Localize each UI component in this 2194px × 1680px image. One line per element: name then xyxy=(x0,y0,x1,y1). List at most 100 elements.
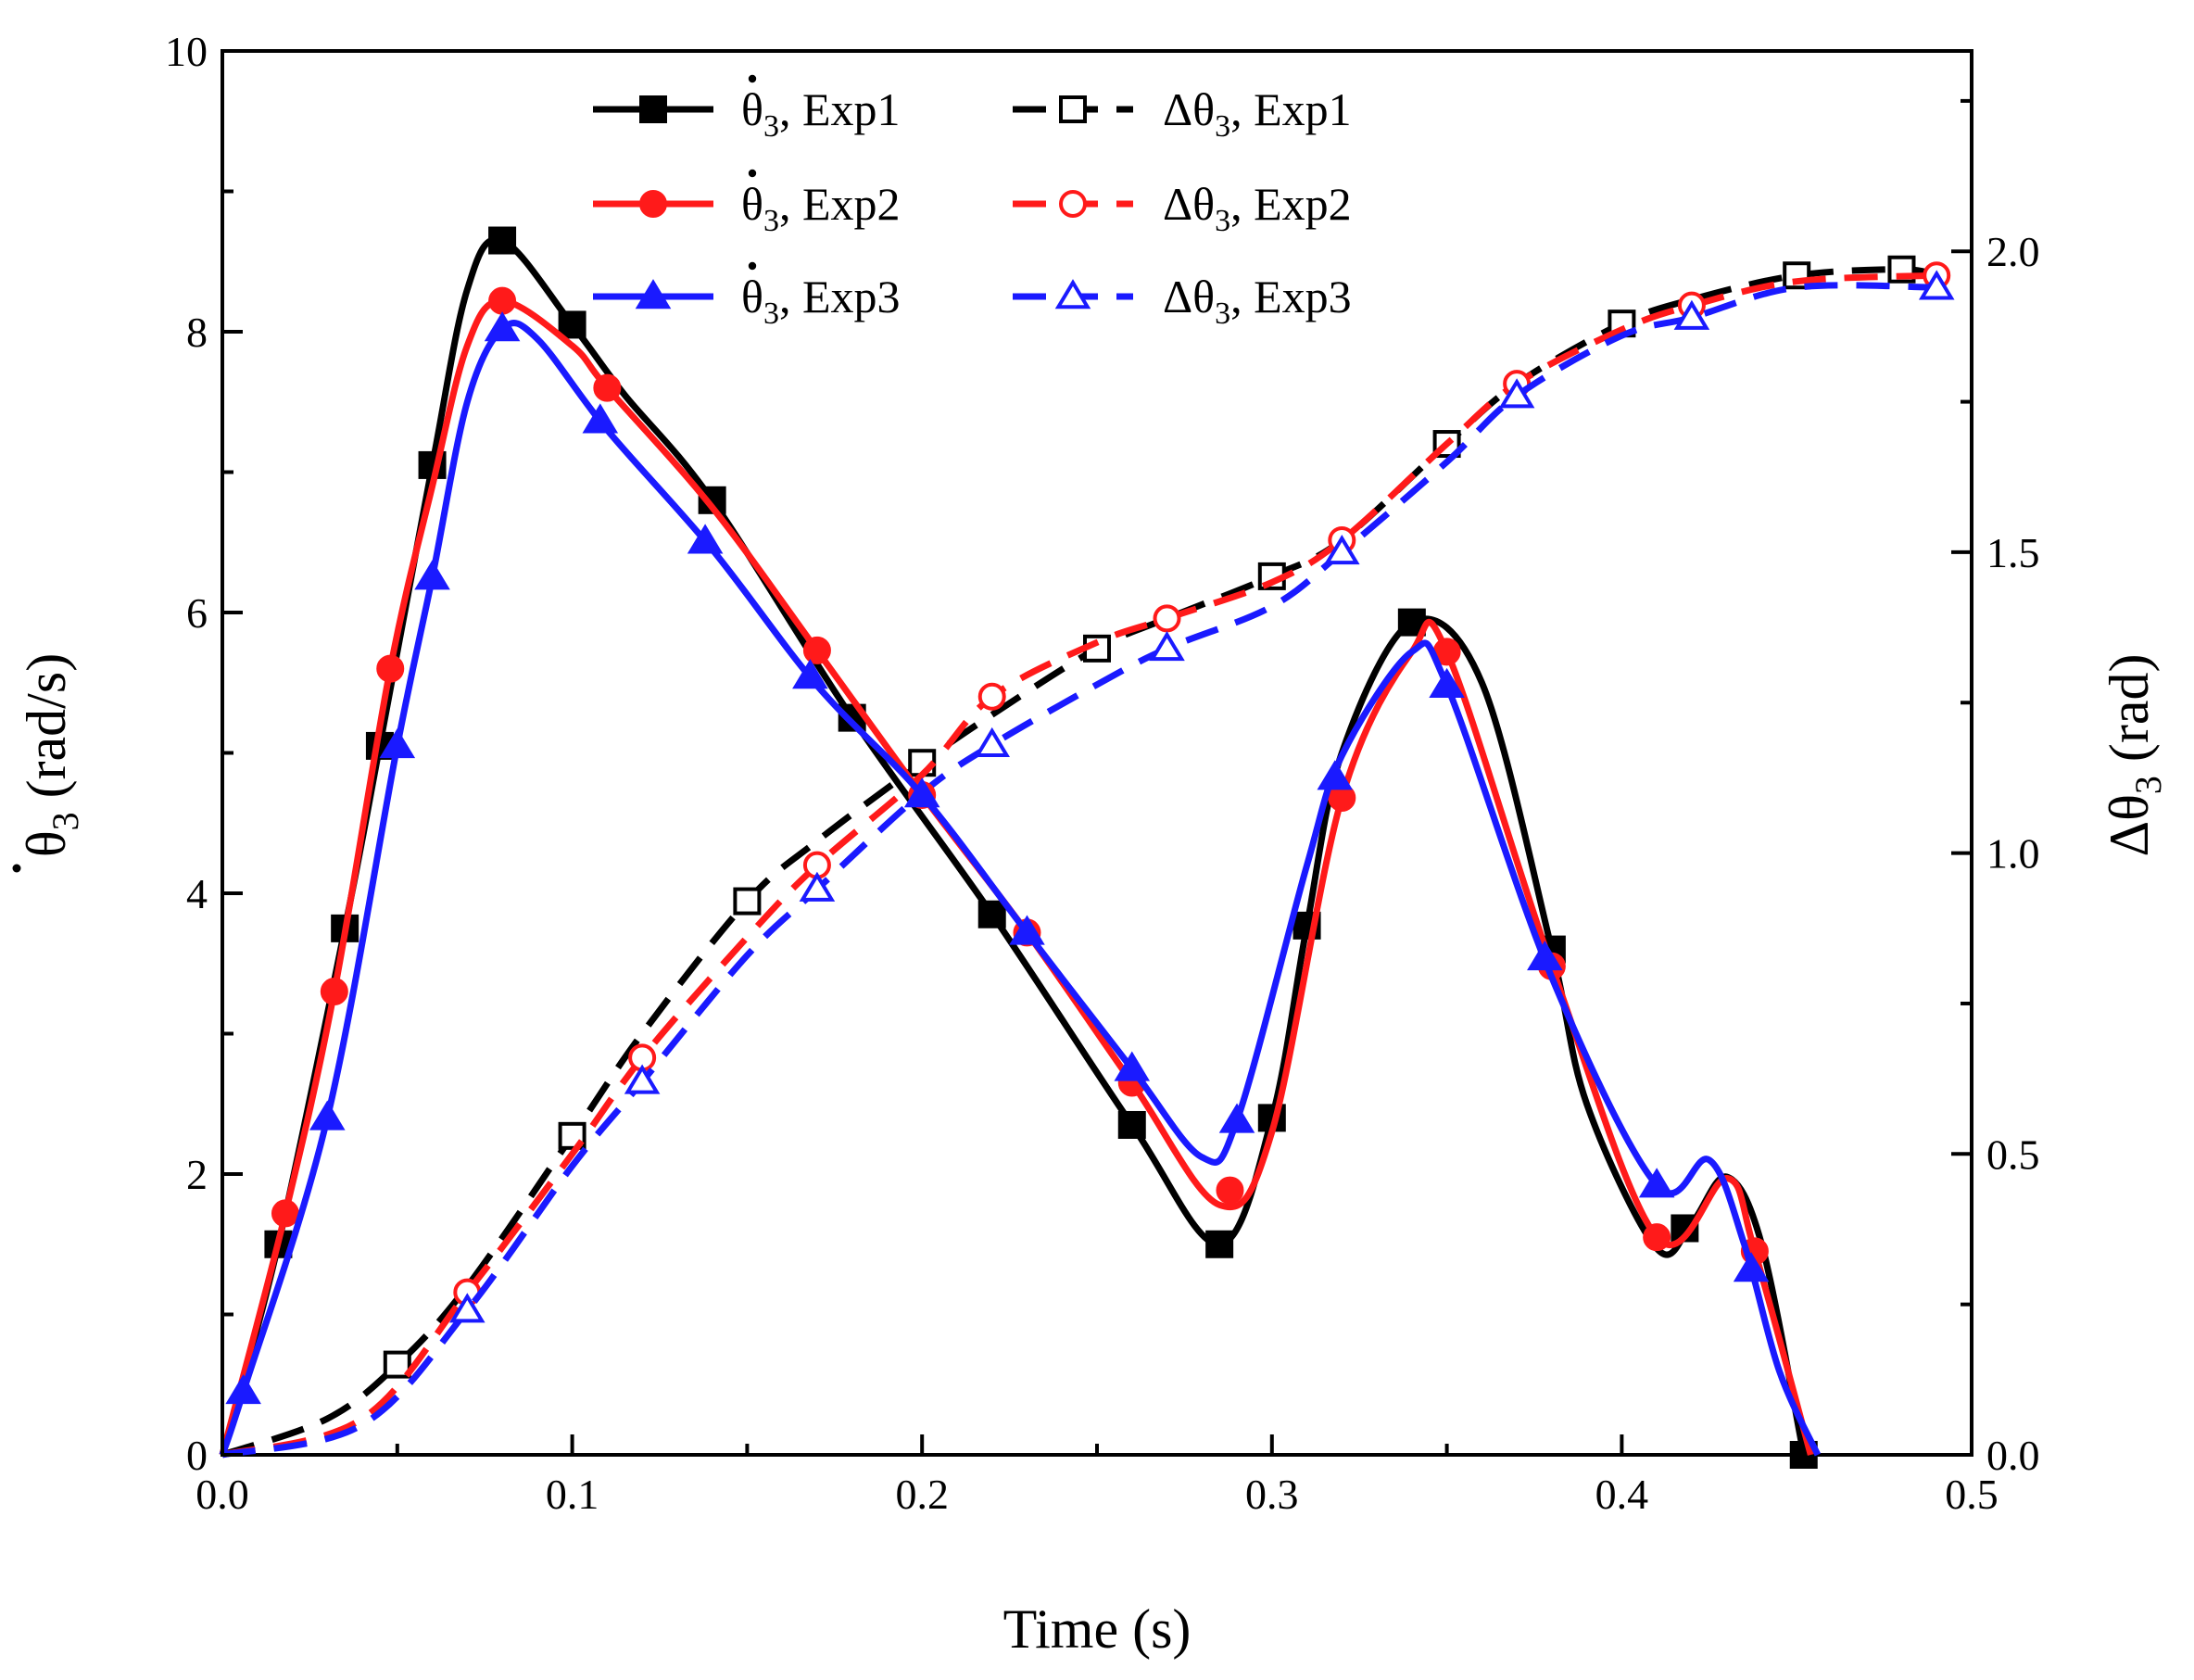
data-point xyxy=(1918,270,1955,300)
legend-label: θ3, Exp2 xyxy=(741,178,901,238)
series-line xyxy=(221,266,1938,1459)
legend-label-symbol: θ xyxy=(741,83,763,135)
legend-item-delta-exp1: Δθ3, Exp1 xyxy=(1013,83,1352,144)
y-right-unit: (rad) xyxy=(2099,654,2160,777)
legend-label: Δθ3, Exp1 xyxy=(1163,83,1352,144)
data-point xyxy=(733,887,762,916)
data-point xyxy=(488,226,517,255)
legend-marker xyxy=(1059,95,1087,123)
legend-item-delta-exp3: Δθ3, Exp3 xyxy=(1013,271,1352,331)
data-point xyxy=(974,726,1011,757)
series-delta-exp3 xyxy=(221,270,1955,1459)
x-tick-label: 0.1 xyxy=(546,1471,599,1518)
data-point xyxy=(1887,255,1916,284)
legend-label-symbol: Δθ xyxy=(1163,178,1215,230)
legend-label-subscript: 3 xyxy=(763,297,779,331)
data-point xyxy=(376,654,405,683)
svg-text:θ3 (rad/s): θ3 (rad/s) xyxy=(16,653,86,857)
x-tick-label: 0.5 xyxy=(1945,1471,1999,1518)
data-point xyxy=(271,1199,299,1228)
legend-label-suffix: , Exp2 xyxy=(779,178,901,230)
y-left-axis-title: θ3 (rad/s) xyxy=(12,653,86,873)
y-left-unit: (rad/s) xyxy=(16,653,77,813)
data-point xyxy=(309,1100,346,1131)
legend-label-subscript: 3 xyxy=(763,204,779,238)
legend-label-subscript: 3 xyxy=(1215,109,1230,144)
data-point xyxy=(792,659,828,689)
data-point xyxy=(225,1373,261,1405)
legend-label: θ3, Exp1 xyxy=(741,83,901,144)
y-left-tick-label: 10 xyxy=(165,28,208,75)
data-point xyxy=(449,1293,485,1323)
legend-label-suffix: , Exp1 xyxy=(1230,83,1352,135)
legend-label-subscript: 3 xyxy=(1215,297,1230,331)
legend-dot xyxy=(748,169,757,178)
data-point xyxy=(1114,1051,1151,1081)
legend-label: Δθ3, Exp2 xyxy=(1163,178,1352,238)
x-tick-label: 0.2 xyxy=(895,1471,949,1518)
y-right-tick-label: 0.5 xyxy=(1986,1131,2040,1178)
legend-item-rate-exp1: θ3, Exp1 xyxy=(593,74,901,144)
data-point xyxy=(1153,604,1181,633)
data-point xyxy=(582,403,619,434)
legend-label-suffix: , Exp2 xyxy=(1230,178,1352,230)
legend-marker xyxy=(639,95,667,123)
legend-marker xyxy=(1054,279,1091,309)
data-point xyxy=(558,310,586,339)
legend-label-subscript: 3 xyxy=(763,109,779,144)
y-left-symbol: θ xyxy=(16,830,77,857)
x-tick-label: 0.0 xyxy=(195,1471,249,1518)
data-point xyxy=(1317,760,1354,790)
data-point xyxy=(488,286,517,315)
x-axis-title: Time (s) xyxy=(1003,1598,1192,1660)
y-right-axis-title: Δθ3 (rad) xyxy=(2099,654,2169,857)
legend-dot xyxy=(748,261,757,271)
data-point xyxy=(1324,535,1360,565)
legend-label-symbol: θ xyxy=(741,178,763,230)
y-left-subscript: 3 xyxy=(44,812,86,830)
data-point xyxy=(1527,941,1563,971)
y-right-tick-label: 1.5 xyxy=(1986,529,2040,576)
data-point xyxy=(1643,1223,1671,1252)
data-point xyxy=(687,524,724,554)
y-right-subscript: 3 xyxy=(2127,776,2169,794)
data-point xyxy=(624,1064,661,1094)
data-point xyxy=(1216,1176,1244,1205)
series-line xyxy=(221,272,1937,1459)
legend-dot xyxy=(748,74,757,83)
data-point xyxy=(1218,1103,1255,1133)
data-point xyxy=(383,1350,411,1379)
legend-marker xyxy=(635,279,672,309)
legend-item-rate-exp2: θ3, Exp2 xyxy=(593,169,901,238)
y-left-tick-label: 4 xyxy=(186,870,208,917)
y-right-tick-label: 2.0 xyxy=(1986,228,2040,275)
data-point xyxy=(414,560,450,590)
data-point xyxy=(1498,378,1535,409)
series-line xyxy=(221,282,1937,1459)
data-point xyxy=(379,728,416,759)
data-point xyxy=(1009,915,1045,945)
data-point xyxy=(977,682,1006,711)
data-point xyxy=(1733,1252,1770,1282)
legend-label-subscript: 3 xyxy=(1215,204,1230,238)
data-point xyxy=(1638,1168,1675,1198)
data-point xyxy=(1429,667,1465,699)
legend-label-symbol: Δθ xyxy=(1163,83,1215,135)
y-right-symbol: Δθ xyxy=(2099,794,2160,856)
y-right-tick-label: 0.0 xyxy=(1986,1432,2040,1479)
y-left-tick-label: 2 xyxy=(186,1151,208,1198)
data-point xyxy=(799,871,836,902)
x-tick-label: 0.4 xyxy=(1595,1471,1649,1518)
data-point xyxy=(320,978,348,1006)
series-delta-exp2 xyxy=(221,261,1951,1459)
series-rate-exp3 xyxy=(219,311,1822,1457)
legend-item-delta-exp2: Δθ3, Exp2 xyxy=(1013,178,1352,238)
y-left-tick-label: 8 xyxy=(186,309,208,356)
y-left-tick-label: 6 xyxy=(186,589,208,637)
legend-label: Δθ3, Exp3 xyxy=(1163,271,1352,331)
data-point xyxy=(802,636,831,664)
svg-text:Δθ3 (rad): Δθ3 (rad) xyxy=(2099,654,2169,857)
y-left-dot xyxy=(12,864,21,873)
